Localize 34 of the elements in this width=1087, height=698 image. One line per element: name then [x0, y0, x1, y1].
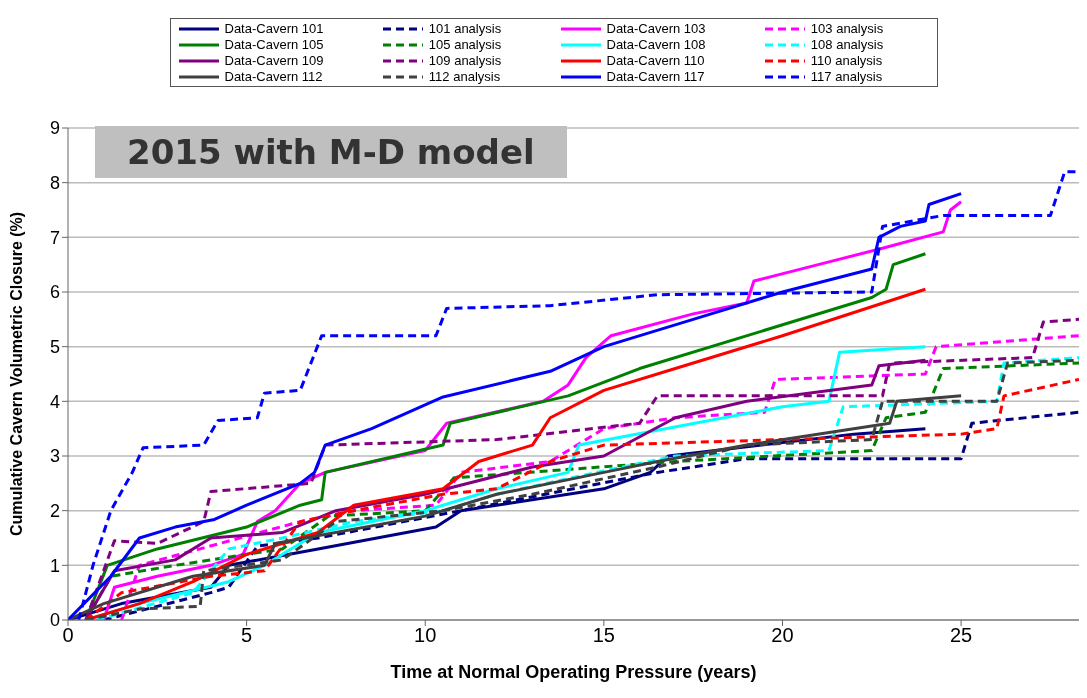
- y-tick-label: 7: [49, 227, 60, 248]
- y-tick-label: 3: [49, 446, 60, 467]
- y-tick-label: 1: [49, 555, 60, 576]
- x-tick-label: 25: [949, 624, 973, 647]
- annotation: 2015 with M-D model: [95, 126, 567, 178]
- y-tick-label: 6: [49, 282, 60, 303]
- x-tick-label: 5: [241, 624, 253, 647]
- y-tick-label: 9: [49, 118, 60, 139]
- x-tick-label: 15: [592, 624, 615, 647]
- legend-label: Data-Cavern 110: [606, 53, 705, 68]
- legend-label: 108 analysis: [810, 37, 884, 52]
- legend-label: 110 analysis: [810, 53, 883, 68]
- y-tick-label: 5: [49, 337, 60, 358]
- legend-label: 105 analysis: [428, 37, 502, 52]
- y-tick-label: 4: [49, 391, 60, 412]
- y-axis-title: Cumulative Cavern Volumetric Closure (%): [7, 211, 25, 537]
- legend-label: 112 analysis: [428, 69, 501, 84]
- legend-label: 103 analysis: [810, 21, 884, 36]
- x-tick-label: 20: [771, 624, 794, 647]
- x-tick-label: 10: [414, 624, 437, 647]
- legend-label: Data-Cavern 109: [224, 53, 324, 68]
- legend-label: 117 analysis: [810, 69, 883, 84]
- y-tick-label: 0: [49, 610, 60, 631]
- y-tick-label: 8: [49, 173, 60, 194]
- legend-label: Data-Cavern 112: [224, 69, 323, 84]
- legend-label: Data-Cavern 117: [606, 69, 705, 84]
- legend-label: 101 analysis: [428, 21, 502, 36]
- legend-label: Data-Cavern 108: [606, 37, 706, 52]
- legend-label: Data-Cavern 103: [606, 21, 706, 36]
- y-tick-label: 2: [49, 501, 60, 522]
- legend-label: Data-Cavern 105: [224, 37, 324, 52]
- x-axis-title: Time at Normal Operating Pressure (years): [390, 662, 757, 682]
- legend-label: Data-Cavern 101: [224, 21, 324, 36]
- legend-label: 109 analysis: [428, 53, 502, 68]
